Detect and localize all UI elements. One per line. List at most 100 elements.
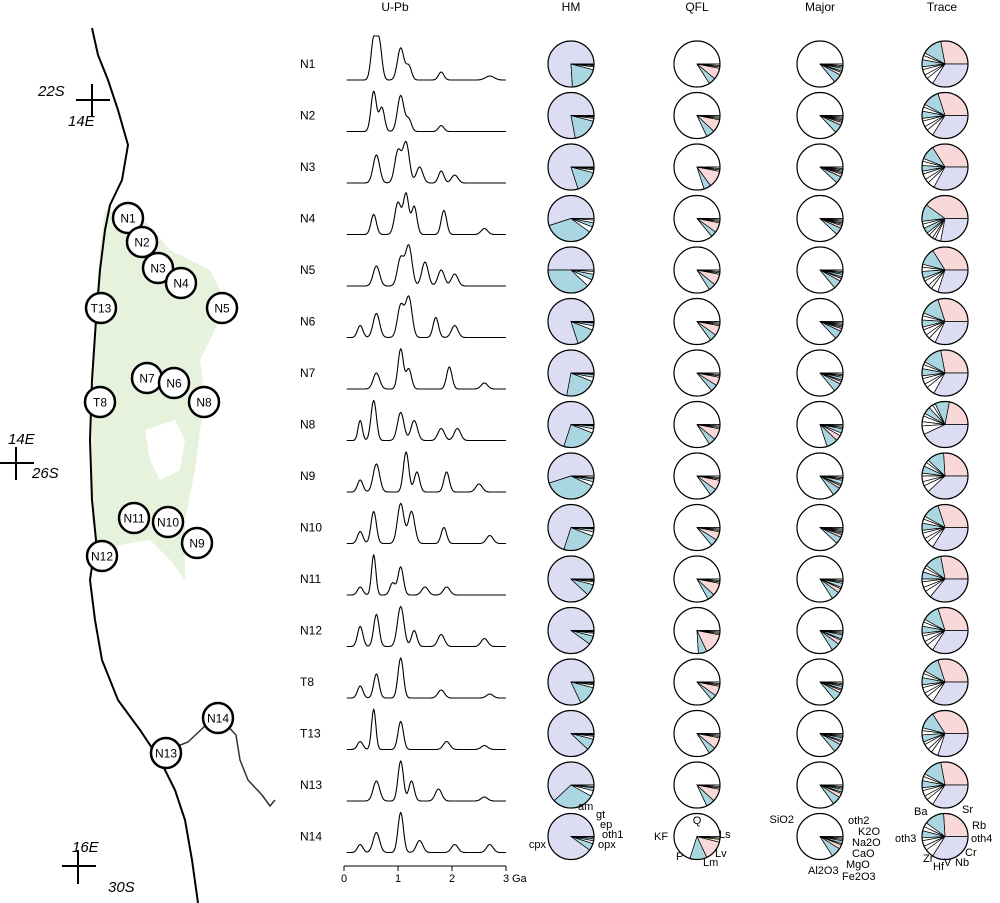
coord-lon-1: 14E xyxy=(68,113,96,130)
major-pie xyxy=(796,555,844,603)
row-n3: N3 xyxy=(300,140,969,191)
row-label: T13 xyxy=(300,727,321,741)
hm-pie xyxy=(547,761,595,809)
upb-tick-label: 3 xyxy=(503,873,509,885)
site-circle xyxy=(201,701,235,735)
pie-outline xyxy=(921,812,969,861)
row-n4: N4 xyxy=(300,192,969,243)
site-circle xyxy=(117,501,151,535)
hm-pie xyxy=(547,91,595,140)
hm-pie xyxy=(547,194,595,243)
legend-label: MgO xyxy=(846,859,870,871)
major-pie xyxy=(796,40,844,88)
pie-outline xyxy=(673,606,721,655)
row-n10: N10 xyxy=(300,502,969,552)
trace-pie xyxy=(921,812,969,861)
pie-outline xyxy=(796,503,844,552)
site-circle xyxy=(180,526,214,560)
upb-tick-label: 2 xyxy=(449,873,455,885)
header-qfl: QFL xyxy=(685,0,709,14)
study-area-shading xyxy=(92,210,225,580)
legend-label: Sr xyxy=(962,804,973,816)
legend-label: gt xyxy=(596,809,605,821)
legend-label: P xyxy=(676,851,683,863)
site-circle xyxy=(84,291,118,325)
qfl-pie xyxy=(673,297,721,346)
qfl-pie xyxy=(673,606,721,655)
legend-label: oth3 xyxy=(895,833,916,845)
trace-pie xyxy=(921,658,969,706)
qfl-pie xyxy=(673,400,721,449)
legend-label: KF xyxy=(654,831,668,843)
site-circle xyxy=(205,291,239,325)
row-label: N10 xyxy=(300,521,322,535)
legend-label: Ls xyxy=(719,829,731,841)
hm-pie xyxy=(547,452,595,500)
site-marker-n9: N9 xyxy=(180,526,214,560)
pie-outline xyxy=(673,297,721,346)
major-pie xyxy=(796,606,844,655)
pie-outline xyxy=(673,194,721,243)
site-label: N13 xyxy=(155,747,177,761)
site-label: N11 xyxy=(123,512,144,526)
pie-outline xyxy=(547,709,595,758)
pie-outline xyxy=(673,246,721,294)
legend-label: Lm xyxy=(703,857,718,869)
sample-rows: N1 N2 N3 N4 N5 N6 N7 N8 N9 N10 N11 N12 T8 T13 N13 N14 xyxy=(300,35,969,861)
upb-axis-unit: Ga xyxy=(512,873,528,885)
major-pie xyxy=(796,709,844,758)
white-patch xyxy=(145,420,185,480)
pie-outline xyxy=(673,452,721,500)
pie-outline xyxy=(796,761,844,809)
upb-curve xyxy=(346,244,506,287)
site-circle xyxy=(164,266,198,300)
legend-label: Hf xyxy=(933,861,945,873)
row-label: N9 xyxy=(300,469,316,483)
upb-curve xyxy=(346,140,506,184)
row-n13: N13 xyxy=(300,759,969,809)
pie-outline xyxy=(673,812,721,861)
pie-outline xyxy=(673,400,721,449)
row-label: N6 xyxy=(300,315,316,329)
site-circle xyxy=(85,539,119,573)
trace-pie xyxy=(921,91,969,140)
hm-pie xyxy=(547,503,595,552)
pie-outline xyxy=(673,91,721,140)
upb-tick-label: 1 xyxy=(395,873,401,885)
pie-outline xyxy=(796,246,844,294)
pie-outline xyxy=(673,709,721,758)
coord-lon-2: 14E xyxy=(8,431,36,448)
pie-slice xyxy=(547,246,595,271)
row-n11: N11 xyxy=(300,553,969,603)
trace-pie xyxy=(921,297,969,346)
coord-lat-2: 26S xyxy=(31,465,59,482)
legend-label: Na2O xyxy=(852,837,881,849)
pie-outline xyxy=(547,812,595,861)
row-n8: N8 xyxy=(300,399,969,449)
hm-pie xyxy=(547,40,595,88)
pie-outline xyxy=(547,143,595,191)
pie-outline xyxy=(547,194,595,243)
row-label: N1 xyxy=(300,57,316,71)
pie-outline xyxy=(547,349,595,397)
trace-pie xyxy=(921,503,969,552)
legend-label: oth1 xyxy=(602,829,623,841)
hm-pie xyxy=(547,658,595,706)
site-label: T13 xyxy=(91,302,112,316)
site-marker-n5: N5 xyxy=(205,291,239,325)
pie-outline xyxy=(921,194,969,243)
pie-outline xyxy=(673,40,721,88)
qfl-pie xyxy=(673,709,721,758)
upb-curve xyxy=(346,399,506,442)
trace-pie xyxy=(921,761,969,809)
pie-outline xyxy=(796,349,844,397)
upb-curve xyxy=(346,450,506,493)
pie-outline xyxy=(921,606,969,655)
trace-pie xyxy=(921,194,969,243)
site-label: T8 xyxy=(93,396,107,410)
upb-curve xyxy=(346,502,506,545)
row-label: N14 xyxy=(300,830,322,844)
major-pie xyxy=(796,143,844,191)
